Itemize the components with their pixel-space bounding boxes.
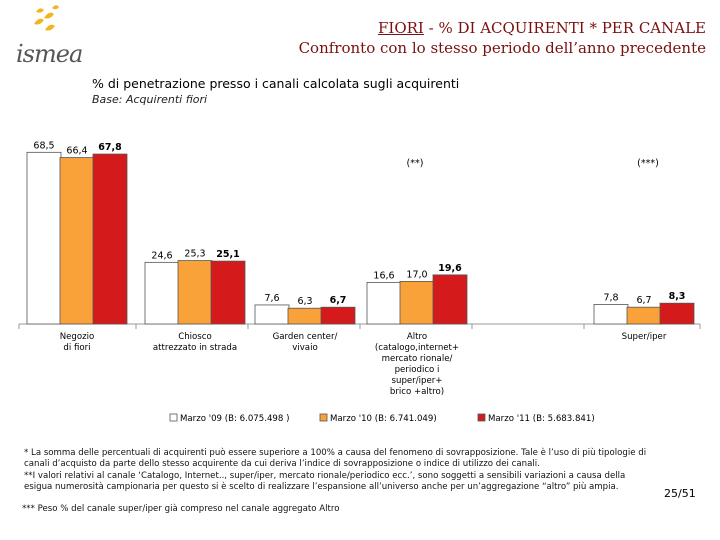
category-label: vivaio [292,343,317,353]
data-label: 8,3 [669,291,686,302]
data-label: 6,3 [297,296,312,307]
footnote-line-5: *** Peso % del canale super/iper già com… [22,504,340,514]
title-prefix: FIORI [378,19,424,37]
category-label: Chiosco [178,332,212,342]
data-label: 7,8 [603,292,618,303]
bar-3-6 [659,302,695,325]
category-label: periodico i [395,365,440,375]
data-label: 17,0 [406,269,427,280]
footnote-line-1: * La somma delle percentuali di acquiren… [24,448,647,458]
category-label: mercato rionale/ [382,354,453,364]
category-label: brico +altro) [390,387,444,397]
bar-1-6 [593,304,629,325]
category-label: Altro [407,332,427,342]
footnote-line-3: **I valori relativi al canale ‘Catalogo,… [24,470,626,481]
category-label: super/iper+ [392,376,443,386]
data-label: 25,3 [184,249,205,260]
title-line2: Confronto con lo stesso periodo dell’ann… [298,39,706,57]
bar-1-1 [26,151,62,325]
bar-1-2 [144,261,180,325]
page-number: 25/51 [664,487,696,500]
footnote-line-2: canali d’acquisto da parte dello stesso … [24,459,540,470]
bar-2-2 [177,260,213,325]
category-label: Garden center/ [273,332,338,342]
category-label: Super/iper [622,332,667,342]
legend-swatch-1 [169,413,178,422]
footnote-line-4: esigua numerosità campionaria per questo… [24,481,619,492]
category-label: (catalogo,internet+ [375,343,459,353]
legend-swatch-2 [319,413,328,422]
data-label: 67,8 [98,142,122,153]
bar-3-1 [92,153,128,325]
bar-2-6 [626,306,662,325]
legend-label-3: Marzo '11 (B: 5.683.841) [488,414,595,424]
category-label: attrezzato in strada [153,343,237,353]
data-label: 19,6 [438,263,462,274]
legend-label-1: Marzo '09 (B: 6.075.498 ) [180,414,289,424]
footnotes: * La somma delle percentuali di acquiren… [24,448,664,493]
data-label: 66,4 [66,146,87,157]
category-label: di fiori [63,343,90,353]
annotation: (***) [637,158,659,169]
data-label: 6,7 [636,295,651,306]
bar-3-4 [432,274,468,325]
chart-subtitle: % di penetrazione presso i canali calcol… [92,76,460,91]
title-rest: - % DI ACQUIRENTI * PER CANALE [423,19,706,37]
data-label: 68,5 [33,140,54,151]
bar-2-1 [59,157,95,325]
bar-3-2 [210,260,246,325]
bar-1-4 [366,281,402,325]
data-label: 24,6 [151,250,172,261]
legend-swatch-3 [477,413,486,422]
logo-text: ismea [16,40,83,68]
legend-label-2: Marzo '10 (B: 6.741.049) [330,414,437,424]
data-label: 6,7 [330,295,347,306]
bar-2-4 [399,280,435,325]
data-label: 7,6 [264,293,279,304]
category-label: Negozio [60,332,95,342]
data-label: 25,1 [216,249,239,260]
bar-2-3 [287,307,323,325]
data-label: 16,6 [373,270,394,281]
bar-1-3 [254,304,290,325]
bar-3-3 [320,306,356,325]
annotation: (**) [407,158,424,169]
chart-base: Base: Acquirenti fiori [92,93,208,106]
ismea-logo [34,5,59,31]
page-title: FIORI - % DI ACQUIRENTI * PER CANALE Con… [299,18,706,58]
